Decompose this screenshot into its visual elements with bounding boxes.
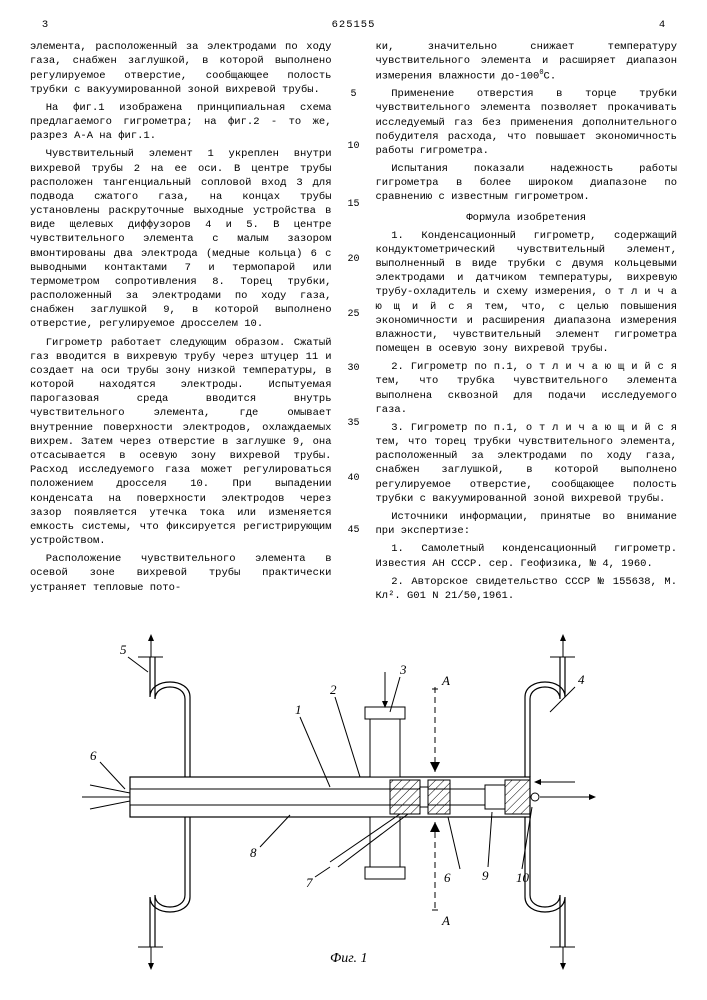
svg-text:1: 1 <box>295 702 302 717</box>
paragraph: Расположение чувствительного элемента в … <box>30 552 332 595</box>
svg-text:5: 5 <box>120 642 127 657</box>
line-ref: 30 <box>347 362 359 376</box>
line-ref: 20 <box>347 253 359 267</box>
svg-text:A: A <box>441 913 450 928</box>
line-ref: 40 <box>347 472 359 486</box>
figure-svg: 1 2 3 4 5 6 7 8 9 10 6 A A Фиг. 1 <box>30 617 677 977</box>
svg-text:6: 6 <box>444 870 451 885</box>
paragraph: Гигрометр работает следующим образом. Сж… <box>30 336 332 549</box>
paragraph: элемента, расположенный за электродами п… <box>30 40 332 97</box>
text-run: ки, значительно снижает температуру чувс… <box>376 41 678 82</box>
paragraph: Чувствительный элемент 1 укреплен внутри… <box>30 147 332 331</box>
sources-heading: Источники информации, принятые во вниман… <box>376 510 678 538</box>
figure-1: 1 2 3 4 5 6 7 8 9 10 6 A A Фиг. 1 <box>30 617 677 977</box>
line-ref: 15 <box>347 198 359 212</box>
svg-text:8: 8 <box>250 845 257 860</box>
paragraph: ки, значительно снижает температуру чувс… <box>376 40 678 83</box>
line-ref: 35 <box>347 417 359 431</box>
source-item: 2. Авторское свидетельство СССР № 155638… <box>376 575 678 603</box>
line-ref: 25 <box>347 308 359 322</box>
claim: 1. Конденсационный гигрометр, содержащий… <box>376 229 678 357</box>
figure-label: Фиг. 1 <box>330 951 368 966</box>
page-header: 3 625155 4 <box>30 18 677 32</box>
source-item: 1. Самолетный конденсационный гигрометр.… <box>376 542 678 570</box>
line-ref: 5 <box>350 88 356 102</box>
claim: 3. Гигрометр по п.1, о т л и ч а ю щ и й… <box>376 421 678 506</box>
page-number-left: 3 <box>30 18 60 32</box>
line-ref: 10 <box>347 140 359 154</box>
svg-text:4: 4 <box>578 672 585 687</box>
document-number: 625155 <box>60 18 647 32</box>
line-number-gutter: 5 10 15 20 25 30 35 40 45 <box>346 40 362 607</box>
formula-heading: Формула изобретения <box>376 211 678 225</box>
text-column-right: ки, значительно снижает температуру чувс… <box>376 40 678 607</box>
page-number-right: 4 <box>647 18 677 32</box>
paragraph: На фиг.1 изображена принципиальная схема… <box>30 101 332 144</box>
svg-text:6: 6 <box>90 748 97 763</box>
claim: 2. Гигрометр по п.1, о т л и ч а ю щ и й… <box>376 360 678 417</box>
text-column-left: элемента, расположенный за электродами п… <box>30 40 332 607</box>
svg-text:10: 10 <box>516 870 530 885</box>
paragraph: Испытания показали надежность работы гиг… <box>376 162 678 205</box>
svg-text:2: 2 <box>330 682 337 697</box>
line-ref: 45 <box>347 524 359 538</box>
svg-text:3: 3 <box>399 662 407 677</box>
svg-text:7: 7 <box>306 875 313 890</box>
paragraph: Применение отверстия в торце трубки чувс… <box>376 87 678 158</box>
text-run: С. <box>544 70 557 82</box>
svg-text:9: 9 <box>482 868 489 883</box>
svg-text:A: A <box>441 673 450 688</box>
